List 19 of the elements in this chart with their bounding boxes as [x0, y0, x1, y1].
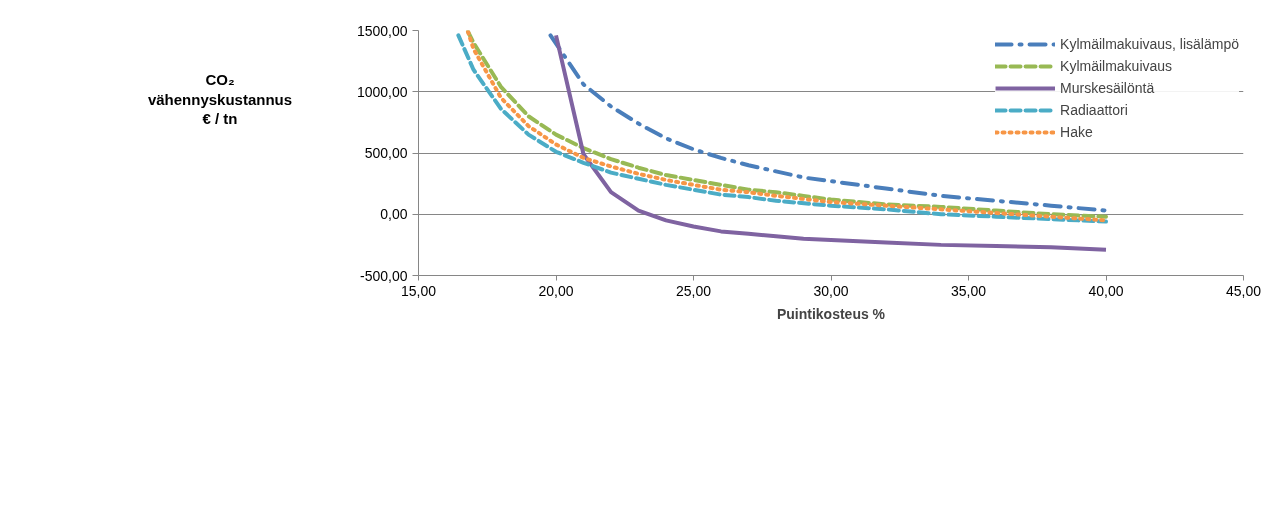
x-tick-label: 20,00 [538, 282, 574, 299]
legend-label: Kylmäilmakuivaus, lisälämpö [1060, 36, 1239, 52]
y-tick-label: 1500,00 [356, 22, 408, 39]
x-tick-label: 45,00 [1225, 282, 1262, 299]
x-axis-title: Puintikosteus % [776, 305, 886, 322]
x-tick-label: 25,00 [675, 282, 712, 299]
y-tick-label: 0,00 [380, 206, 408, 223]
y-tick-label: 1000,00 [356, 83, 408, 100]
x-tick-label: 35,00 [950, 282, 987, 299]
y-tick-label: 500,00 [364, 145, 408, 161]
x-tick-label: 40,00 [1088, 282, 1124, 299]
legend-label: Hake [1060, 124, 1093, 140]
x-tick-label: 15,00 [400, 282, 437, 299]
legend-label: Radiaattori [1060, 102, 1128, 118]
y-axis-title: CO₂ vähennyskustannus € / tn [146, 70, 294, 129]
y-tick-label: -500,00 [360, 267, 408, 284]
legend-label: Kylmäilmakuivaus [1060, 58, 1173, 74]
legend-label: Murskesäilöntä [1060, 80, 1155, 96]
x-tick-label: 30,00 [813, 282, 849, 299]
